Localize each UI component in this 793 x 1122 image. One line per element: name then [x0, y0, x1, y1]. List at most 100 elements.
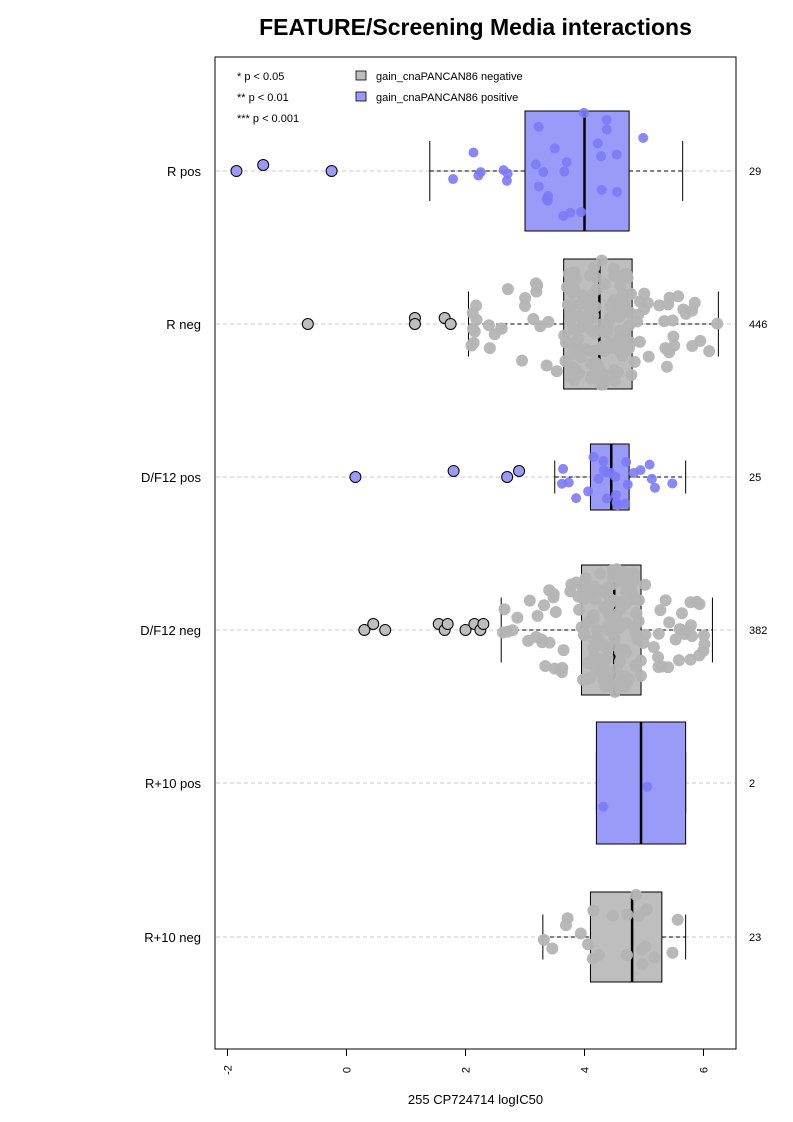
data-point [663, 346, 676, 359]
outlier-point [408, 318, 421, 330]
data-point [698, 638, 711, 651]
data-point [621, 342, 634, 355]
data-point [522, 634, 535, 647]
data-point [564, 585, 577, 598]
data-point [585, 358, 598, 371]
data-point [578, 577, 591, 590]
data-point [646, 473, 657, 484]
data-point [639, 578, 652, 591]
data-point [506, 624, 519, 637]
data-point [627, 567, 640, 580]
data-point [561, 157, 572, 168]
data-point [611, 149, 622, 160]
data-point [576, 207, 587, 218]
data-point [466, 307, 479, 320]
data-point [559, 355, 572, 368]
outlier-point [459, 624, 472, 636]
data-point [523, 594, 536, 607]
data-point [587, 904, 600, 917]
data-point [549, 143, 560, 154]
data-point [562, 267, 575, 280]
data-point [483, 342, 496, 355]
data-point [678, 628, 691, 641]
data-point [578, 628, 591, 641]
data-point [628, 467, 639, 478]
data-point [557, 644, 570, 657]
significance-legend-item: *** p < 0.001 [237, 113, 299, 125]
data-point [629, 659, 642, 672]
data-point [638, 132, 649, 143]
data-point [671, 913, 684, 926]
x-tick-label: 6 [699, 1067, 711, 1073]
data-point [601, 651, 614, 664]
data-point [550, 365, 563, 378]
data-point [610, 489, 621, 500]
outlier-point [257, 159, 270, 171]
outlier-point [230, 165, 243, 177]
group-count: 23 [749, 932, 761, 944]
data-point [467, 322, 480, 335]
data-point [565, 207, 576, 218]
data-point [648, 951, 661, 964]
data-point [585, 289, 598, 302]
data-point [669, 633, 682, 646]
data-point [537, 933, 550, 946]
x-axis-label: 255 CP724714 logIC50 [407, 1092, 544, 1107]
data-point [711, 317, 724, 330]
data-point [660, 360, 673, 373]
x-tick-label: -2 [223, 1065, 235, 1075]
data-point [667, 330, 680, 343]
data-point [634, 669, 647, 682]
data-point [602, 599, 615, 612]
data-point [632, 594, 645, 607]
data-point [638, 287, 651, 300]
data-point [688, 296, 701, 309]
data-point [533, 181, 544, 192]
data-point [567, 298, 579, 311]
data-point [647, 641, 660, 654]
legend-swatch [355, 91, 367, 102]
data-point [659, 594, 672, 607]
data-point [598, 456, 609, 467]
outlier-point [367, 618, 380, 630]
data-point [596, 366, 609, 379]
data-point [482, 319, 495, 332]
data-point [549, 606, 562, 619]
outlier-point [441, 618, 454, 630]
legend-label: gain_cnaPANCAN86 negative [376, 71, 523, 83]
data-point [642, 781, 653, 792]
data-point [583, 486, 594, 497]
data-point [596, 151, 607, 162]
data-point [573, 603, 586, 616]
outlier-point [379, 624, 392, 636]
outlier-point [501, 471, 514, 483]
data-point [652, 660, 665, 673]
legend-label: gain_cnaPANCAN86 positive [376, 92, 518, 104]
data-point [498, 603, 511, 616]
data-point [511, 611, 524, 624]
data-point [501, 283, 514, 296]
data-point [578, 317, 591, 330]
data-point [686, 340, 699, 353]
outlier-point [477, 618, 490, 630]
data-point [596, 185, 607, 196]
data-point [620, 498, 631, 509]
group-label: R+10 neg [144, 930, 201, 945]
data-point [568, 283, 581, 296]
data-point [666, 946, 679, 959]
x-tick-label: 2 [461, 1067, 473, 1073]
data-point [611, 497, 622, 508]
data-point [644, 459, 655, 470]
data-point [593, 948, 606, 961]
data-point [588, 452, 599, 463]
group-label: R neg [166, 317, 201, 332]
data-point [618, 330, 631, 343]
data-point [652, 627, 665, 640]
data-point [583, 269, 596, 282]
data-point [640, 903, 653, 916]
outlier-point [325, 165, 338, 177]
data-point [611, 619, 624, 632]
data-point [538, 599, 551, 612]
legend-swatch [355, 70, 367, 81]
data-point [598, 278, 611, 291]
